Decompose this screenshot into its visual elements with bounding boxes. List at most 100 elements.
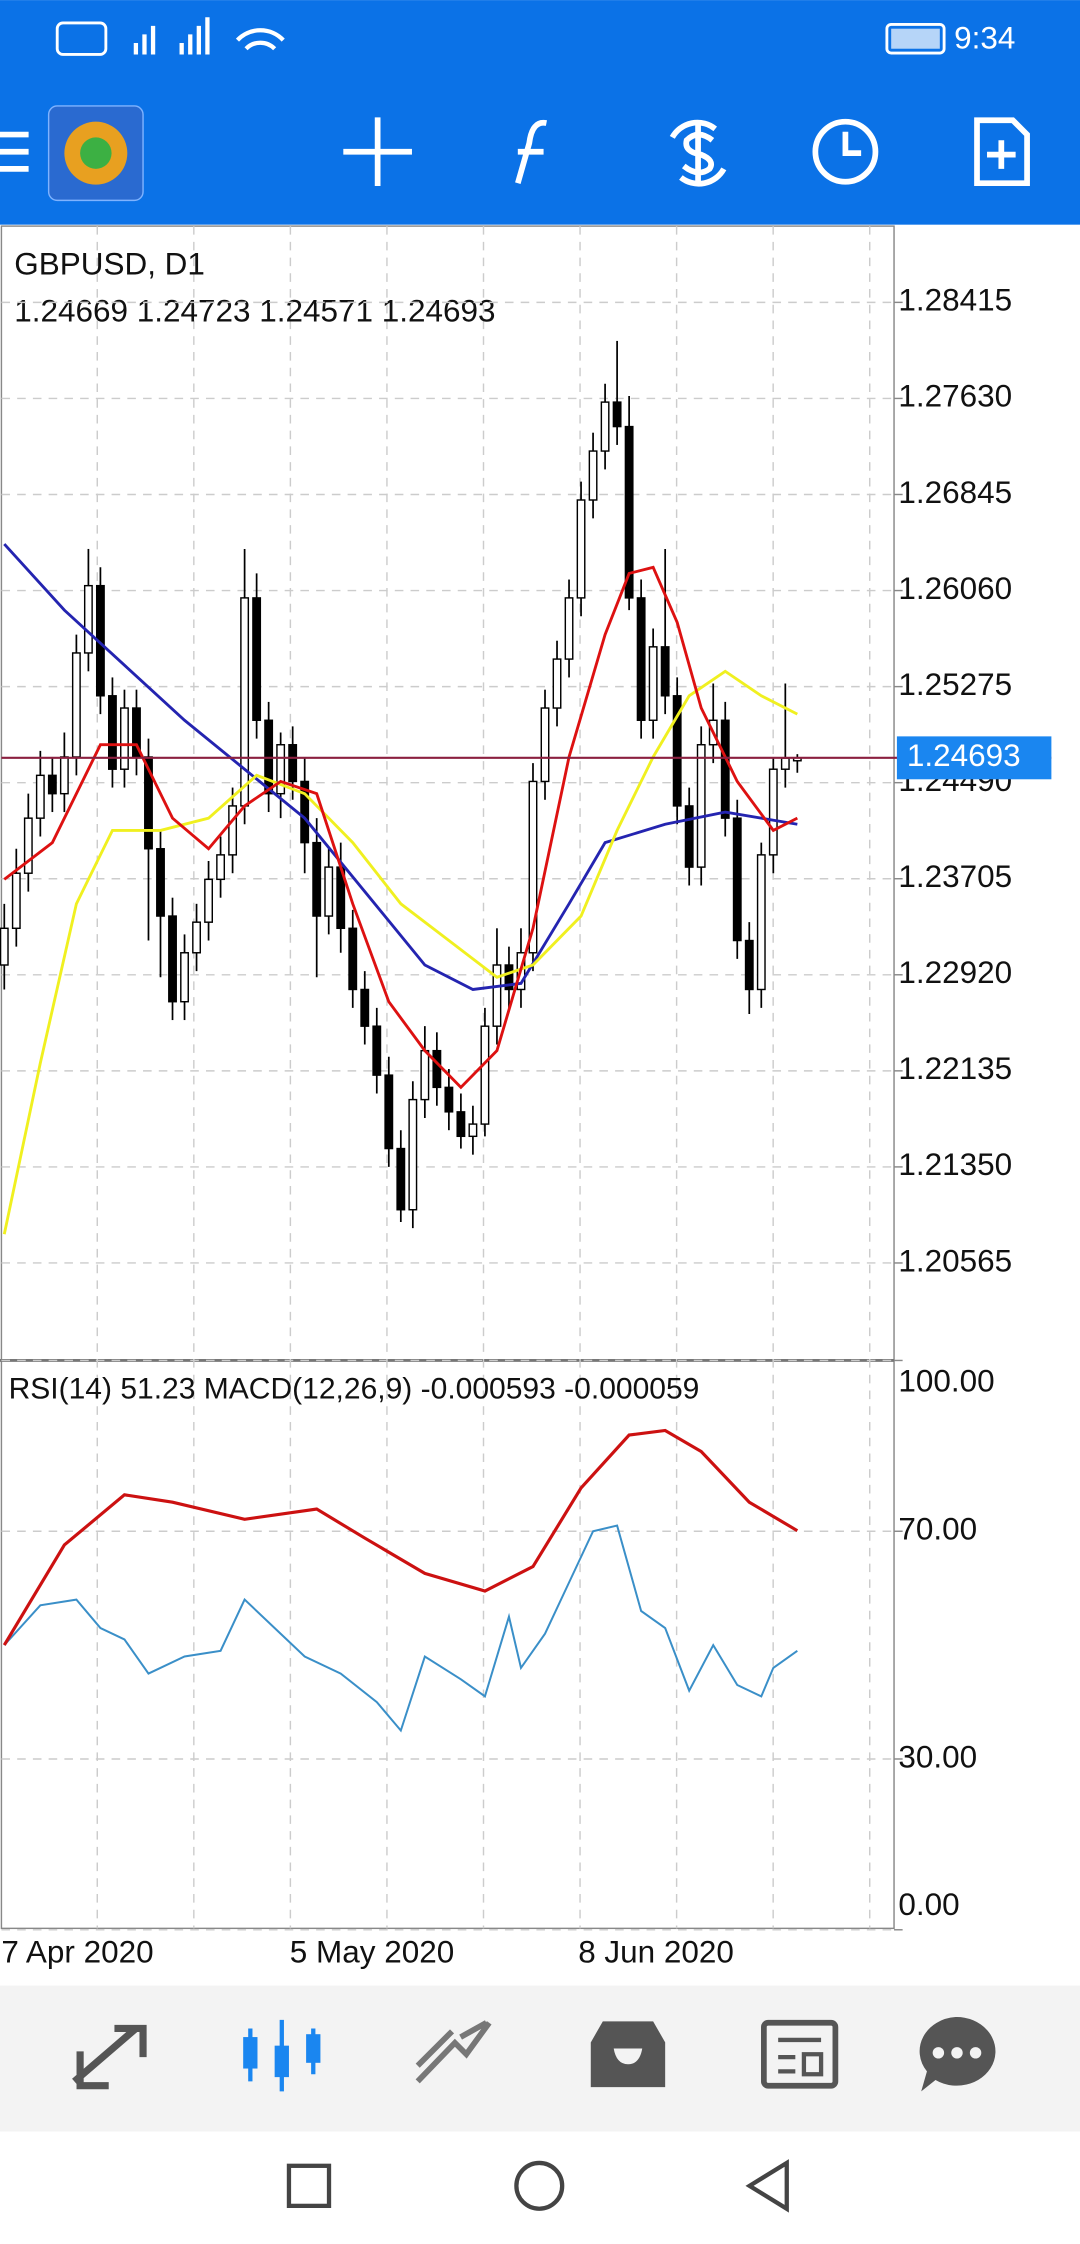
indicator-line [3, 543, 798, 991]
indicator-line [2, 669, 798, 1235]
chart-tab-candle [243, 2037, 258, 2069]
candle-body [396, 1147, 406, 1211]
trade-button[interactable] [669, 119, 727, 187]
candle-body [720, 719, 730, 819]
chart-tab-candle [274, 2045, 289, 2078]
y-tick-label: 1.23705 [898, 859, 1012, 894]
candle-body [47, 774, 57, 795]
candle-body [71, 652, 81, 758]
candle-body [504, 964, 514, 991]
ohlc-label: 1.24669 1.24723 1.24571 1.24693 [14, 294, 495, 329]
candle-body [696, 744, 706, 868]
candle-body [252, 597, 262, 721]
candle-body [312, 841, 322, 917]
candle-body [588, 450, 598, 501]
history-tab[interactable] [590, 2021, 666, 2088]
clock-hands [842, 131, 862, 157]
candle-body [240, 597, 250, 807]
y-tick-label: 1.27630 [898, 379, 1012, 414]
candle-body [11, 872, 21, 930]
candle-body [444, 1086, 454, 1113]
candle-body [216, 854, 226, 881]
candle-body [480, 1025, 490, 1125]
battery [885, 22, 946, 55]
y-tick-label: 100.00 [898, 1364, 994, 1399]
signal-icons [133, 17, 285, 55]
candle-body [360, 988, 370, 1027]
candle-body [324, 866, 334, 917]
candle-body [300, 780, 310, 844]
news-tab-lines [778, 2037, 824, 2077]
candle-body [528, 780, 538, 954]
candle-body [0, 927, 9, 966]
chart-frame [0, 225, 895, 1930]
y-tick-label: 1.25275 [898, 667, 1012, 702]
candle-body [432, 1049, 442, 1089]
quotes-tab[interactable] [72, 2024, 147, 2090]
candle-body [576, 499, 586, 599]
indicator-line [3, 565, 798, 1090]
y-tick-label: 1.21350 [898, 1147, 1012, 1182]
candle-body [168, 915, 177, 1003]
candle-body [732, 817, 742, 942]
candle-body [768, 768, 778, 856]
y-tick-label: 1.20565 [898, 1243, 1012, 1278]
candle-body [564, 597, 574, 660]
timeframe-button[interactable] [812, 118, 879, 185]
chart-tab-candle [306, 2034, 321, 2063]
chat-dot [951, 2047, 963, 2059]
crosshair-button[interactable] [343, 117, 412, 187]
last-price-tag [896, 736, 1052, 780]
trade-tab[interactable] [415, 2020, 492, 2084]
x-tick-label: 7 Apr 2020 [1, 1934, 153, 1969]
recent-apps-button[interactable] [286, 2163, 332, 2209]
y-tick-label: 1.22920 [898, 955, 1012, 990]
candle-body [348, 927, 358, 991]
logo-mark-center [80, 137, 112, 169]
x-tick-label: 5 May 2020 [290, 1934, 454, 1969]
candle-body [228, 805, 238, 856]
candle-body [59, 756, 69, 795]
candle-body [672, 695, 682, 807]
candle-body [660, 646, 670, 697]
last-price-label: 1.24693 [907, 738, 1021, 773]
indicators-button[interactable] [515, 119, 547, 184]
candle-body [372, 1025, 382, 1076]
symbol-label: GBPUSD, D1 [14, 246, 205, 281]
candle-body [192, 921, 201, 954]
candle-body [540, 707, 550, 783]
candle-body [288, 744, 298, 783]
candle-body [456, 1111, 466, 1138]
clock: 9:34 [954, 20, 1015, 55]
candle-body [780, 757, 790, 770]
battery-level [891, 28, 940, 49]
menu-button[interactable] [0, 131, 29, 172]
back-button[interactable] [745, 2159, 789, 2213]
candle-body [492, 964, 502, 1027]
candle-body [552, 658, 562, 709]
y-tick-label: 70.00 [898, 1512, 977, 1547]
y-tick-label: 0.00 [898, 1887, 959, 1922]
candle-body [83, 584, 93, 654]
chat-dot [932, 2047, 945, 2059]
candle-body [744, 939, 754, 991]
new-chart-button[interactable] [974, 117, 1030, 187]
candle-body [384, 1074, 394, 1150]
candle-body [408, 1098, 418, 1211]
y-tick-label: 30.00 [898, 1739, 977, 1774]
candle-body [276, 744, 286, 795]
candle-body [756, 854, 766, 991]
candle-body [624, 425, 634, 599]
home-button[interactable] [514, 2160, 565, 2211]
y-tick-label: 1.22135 [898, 1051, 1012, 1086]
candle-body [204, 878, 213, 923]
candle-body [23, 817, 33, 874]
indicator-line [3, 1524, 798, 1733]
news-tab[interactable] [761, 2019, 839, 2089]
status-icons [55, 21, 108, 56]
candle-body [684, 805, 694, 868]
candle-body [636, 597, 646, 721]
x-tick-label: 8 Jun 2020 [578, 1934, 734, 1969]
